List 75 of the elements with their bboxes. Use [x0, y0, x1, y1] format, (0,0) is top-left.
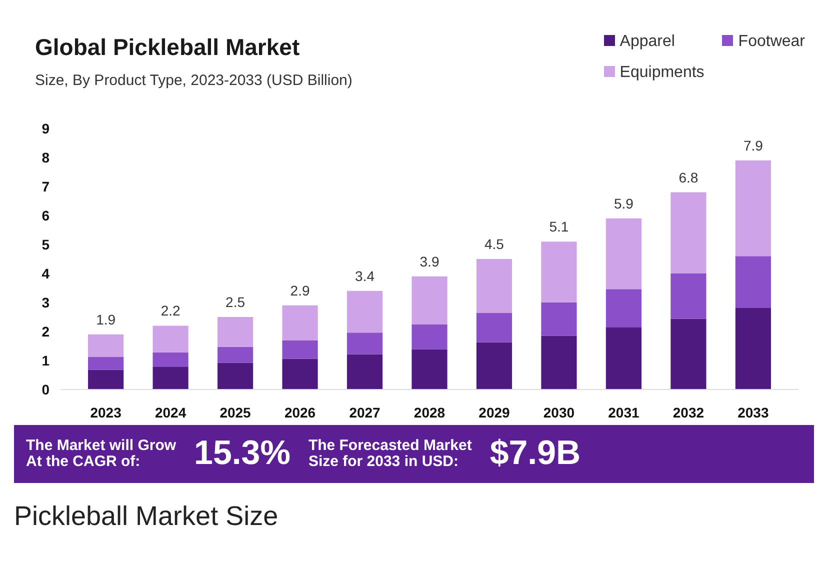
- y-tick-label: 7: [42, 178, 50, 194]
- bar: [735, 256, 771, 308]
- bar: [217, 362, 254, 390]
- bar: [412, 276, 448, 324]
- bar: [541, 242, 577, 302]
- bar: [88, 357, 124, 370]
- total-label: 3.4: [355, 268, 375, 284]
- bar: [735, 308, 771, 390]
- y-tick-label: 9: [42, 120, 50, 136]
- bar: [282, 340, 318, 359]
- text: Pickleball Market Size: [14, 500, 280, 533]
- total-label: 2.9: [290, 282, 310, 298]
- x-tick-label: 2026: [284, 404, 316, 420]
- x-tick-label: 2024: [154, 404, 186, 420]
- x-tick-label: 2029: [478, 404, 510, 420]
- bar: [152, 366, 188, 390]
- total-label: 5.9: [614, 195, 634, 212]
- y-tick-label: 2: [42, 324, 50, 340]
- bar: [217, 346, 254, 363]
- legend-label: Footwear: [737, 32, 805, 52]
- bar: [152, 326, 188, 352]
- legend-label: Apparel: [618, 32, 676, 52]
- y-tick-label: 1: [42, 352, 50, 368]
- total-label: 5.1: [549, 218, 569, 235]
- bar: [88, 370, 124, 390]
- bar: [88, 334, 124, 358]
- bar: [476, 312, 512, 342]
- bar: [346, 290, 383, 333]
- bar: [606, 289, 642, 328]
- bar: [412, 349, 448, 390]
- bar: [152, 352, 188, 367]
- bar: [217, 317, 254, 347]
- x-tick-label: 2023: [90, 404, 122, 420]
- bar: [476, 259, 512, 313]
- bar: [346, 332, 383, 354]
- bar: [670, 192, 706, 274]
- total-label: 2.2: [160, 302, 180, 319]
- bar: [670, 318, 706, 390]
- total-label: 3.9: [420, 253, 440, 270]
- bar: [282, 358, 318, 390]
- x-tick-label: 2033: [738, 404, 769, 420]
- bar: [735, 160, 771, 256]
- text: The Forecasted Market Size for 2033 in USD:: [308, 436, 472, 470]
- x-tick-label: 2027: [349, 404, 381, 420]
- y-tick-label: 3: [42, 294, 50, 310]
- total-label: 1.9: [96, 311, 116, 328]
- x-tick-label: 2031: [608, 404, 640, 420]
- legend-label: Equipments: [618, 62, 704, 83]
- x-tick-label: 2025: [220, 404, 252, 420]
- total-label: 2.5: [226, 294, 246, 310]
- bar: [282, 305, 318, 340]
- text: $7.9B: [490, 434, 581, 473]
- y-tick-label: 4: [42, 266, 50, 282]
- y-tick-label: 5: [42, 236, 50, 252]
- bar: [476, 342, 512, 390]
- bar: [606, 218, 642, 290]
- bar: [346, 354, 383, 390]
- total-label: 4.5: [484, 236, 504, 252]
- bar: [541, 302, 577, 336]
- x-tick-label: 2030: [543, 404, 575, 420]
- total-label: 6.8: [678, 169, 698, 186]
- chart-title: Global Pickleball Market: [35, 33, 301, 62]
- text: The Market will Grow At the CAGR of:: [26, 436, 176, 470]
- x-tick-label: 2028: [414, 404, 446, 420]
- bar: [541, 336, 577, 390]
- chart-subtitle: Size, By Product Type, 2023-2033 (USD Billion): [35, 70, 352, 91]
- y-tick-label: 8: [42, 150, 50, 166]
- bar: [670, 273, 706, 319]
- total-label: 7.9: [743, 137, 764, 154]
- bar: [606, 327, 642, 390]
- y-tick-label: 0: [42, 382, 50, 398]
- bar: [412, 324, 448, 350]
- text: 15.3%: [194, 434, 290, 473]
- x-tick-label: 2032: [672, 404, 704, 420]
- y-tick-label: 6: [42, 208, 50, 224]
